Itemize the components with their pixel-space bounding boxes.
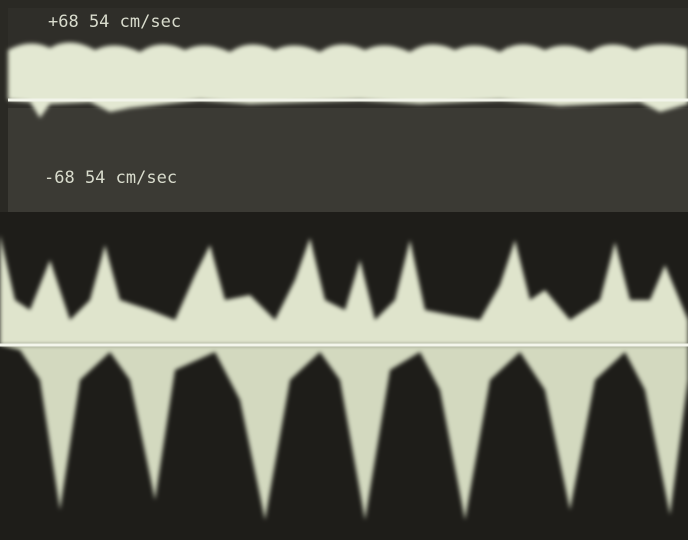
doppler-screen: +68 54 cm/sec -68 54 cm/sec [0, 0, 688, 540]
top-scale-label: +68 54 cm/sec [48, 12, 181, 32]
middle-scale-label: -68 54 cm/sec [44, 168, 177, 188]
middle-panel [8, 108, 688, 212]
page: +68 54 cm/sec -68 54 cm/sec (() => { con… [0, 0, 688, 540]
